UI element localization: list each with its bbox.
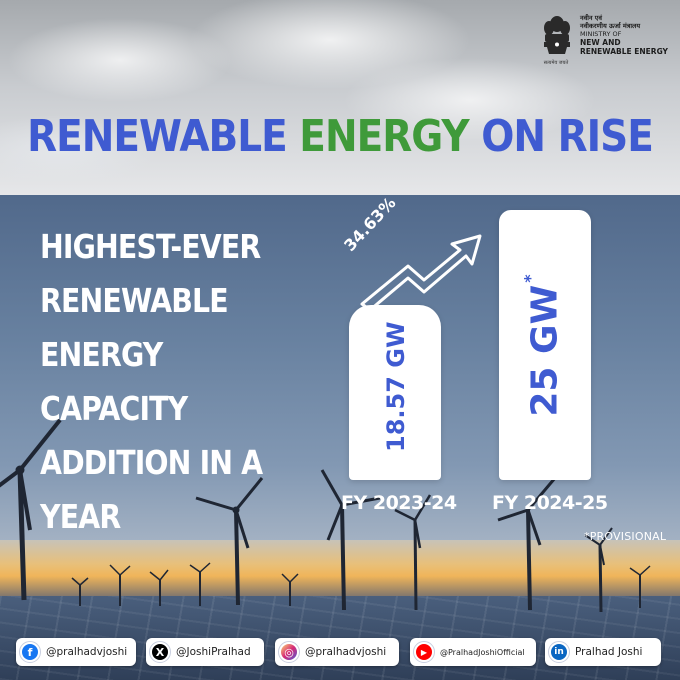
linkedin-icon: in xyxy=(551,644,567,660)
ministry-english-line2: NEW AND xyxy=(580,38,621,47)
instagram-handle-chip[interactable]: ◎ @pralhadvjoshi xyxy=(275,638,399,666)
headline-line: ADDITION IN A xyxy=(40,443,263,482)
category-label-fy-2023-24: FY 2023-24 xyxy=(341,492,457,514)
title-word-on-rise: ON RISE xyxy=(481,112,654,163)
provisional-footnote: *PROVISIONAL xyxy=(584,530,667,543)
headline-line: CAPACITY xyxy=(40,389,188,428)
linkedin-handle-chip[interactable]: in Pralhad Joshi xyxy=(545,638,661,666)
turbine-blade xyxy=(18,469,32,531)
youtube-icon: ▶ xyxy=(416,644,432,660)
x-handle-chip[interactable]: X @JoshiPralhad xyxy=(146,638,264,666)
ministry-hindi-line1: नवीन एवं xyxy=(580,14,602,22)
youtube-handle: @PralhadJoshiOfficial xyxy=(440,647,525,657)
headline-line: ENERGY xyxy=(40,335,163,374)
facebook-handle: @pralhadvjoshi xyxy=(46,646,128,658)
headline-line: HIGHEST-EVER xyxy=(40,227,261,266)
bar-value-text: 25 GW xyxy=(524,284,566,417)
page-title: RENEWABLE ENERGY ON RISE xyxy=(0,112,680,162)
ministry-hindi-line2: नवीकरणीय ऊर्जा मंत्रालय xyxy=(580,22,641,30)
x-handle: @JoshiPralhad xyxy=(176,646,251,658)
headline-line: YEAR xyxy=(40,497,121,536)
sunset-horizon xyxy=(0,540,680,600)
instagram-handle: @pralhadvjoshi xyxy=(305,646,387,658)
facebook-handle-chip[interactable]: f @pralhadvjoshi xyxy=(16,638,136,666)
headline: HIGHEST-EVER RENEWABLE ENERGY CAPACITY A… xyxy=(40,220,310,544)
ministry-english-line1: MINISTRY OF xyxy=(580,30,622,38)
bar-value-label-fy-2023-24: 18.57 GW xyxy=(382,321,410,452)
ministry-logo: नवीन एवं नवीकरणीय ऊर्जा मंत्रालय MINISTR… xyxy=(540,14,668,62)
bar-fy-2024-25 xyxy=(499,210,591,480)
ministry-english-line3: RENEWABLE ENERGY xyxy=(580,47,668,56)
title-word-renewable: RENEWABLE xyxy=(27,112,288,163)
youtube-handle-chip[interactable]: ▶ @PralhadJoshiOfficial xyxy=(410,638,536,666)
emblem-motto: सत्यमेव जयते xyxy=(543,60,569,66)
title-word-energy: ENERGY xyxy=(299,112,469,163)
social-handles-bar: f @pralhadvjoshi X @JoshiPralhad ◎ @pral… xyxy=(0,638,680,668)
facebook-icon: f xyxy=(22,644,38,660)
x-icon: X xyxy=(152,644,168,660)
turbine-blade xyxy=(0,468,22,488)
national-emblem-icon xyxy=(544,16,570,54)
instagram-icon: ◎ xyxy=(281,644,297,660)
bar-value-label-fy-2024-25: 25 GW* xyxy=(521,271,566,421)
growth-arrow-icon xyxy=(360,234,482,312)
linkedin-handle: Pralhad Joshi xyxy=(575,646,643,658)
category-label-fy-2024-25: FY 2024-25 xyxy=(492,492,608,514)
headline-line: RENEWABLE xyxy=(40,281,229,320)
turbine-tower xyxy=(17,469,27,601)
turbine-blade xyxy=(18,418,62,472)
provisional-asterisk: * xyxy=(520,274,540,283)
bar-fy-2023-24 xyxy=(349,305,441,480)
